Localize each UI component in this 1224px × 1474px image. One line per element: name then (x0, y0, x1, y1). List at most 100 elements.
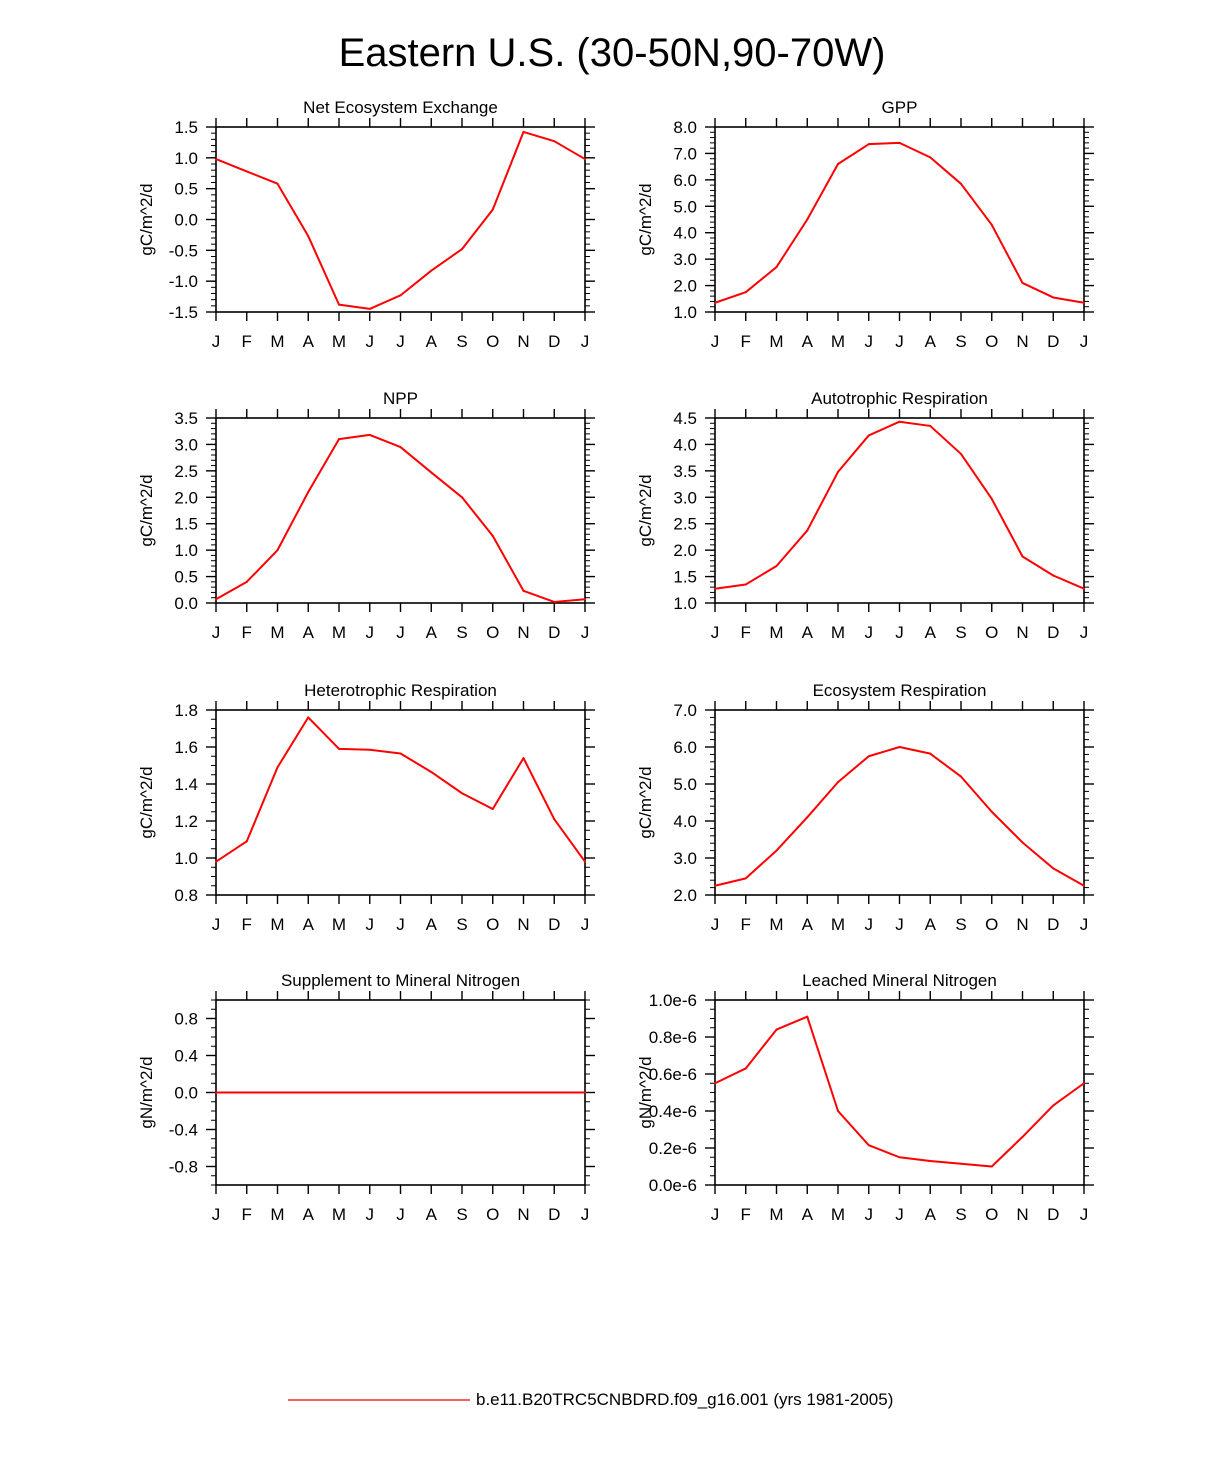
chart-3-x-tick-label: F (242, 623, 252, 642)
chart-6-data-point (775, 849, 778, 852)
chart-1-data-point (461, 248, 463, 251)
chart-7-data-point (491, 1091, 494, 1094)
chart-3-y-tick-label: 1.5 (174, 515, 198, 534)
chart-3-data-point (276, 549, 279, 552)
chart-6: Ecosystem Respiration gC/m^2/d 2.0 3.0 4.0 5.… (636, 681, 1094, 934)
chart-5-ylabel: gC/m^2/d (137, 766, 156, 838)
chart-8-ylabel: gN/m^2/d (636, 1056, 655, 1128)
chart-7-data-point (553, 1091, 556, 1094)
chart-6-y-tick-label: 4.0 (673, 812, 697, 831)
chart-1-ylabel: gC/m^2/d (137, 183, 156, 255)
chart-3-x-tick-label: D (548, 623, 560, 642)
chart-7-title: Supplement to Mineral Nitrogen (281, 971, 520, 990)
chart-6-y-tick-label: 7.0 (673, 701, 697, 720)
chart-6-data-point (1021, 841, 1024, 844)
chart-3-x-tick-label: J (581, 623, 590, 642)
chart-6-x-tick-label: J (865, 915, 874, 934)
chart-8-y-tick-label: 1.0e-6 (649, 991, 697, 1010)
chart-1-data-point (553, 140, 556, 143)
chart-2-frame (714, 126, 1085, 313)
chart-1-y-tick-label: 0.0 (174, 211, 198, 230)
chart-1-data-point (338, 303, 340, 306)
chart-8-x-tick-label: N (1016, 1205, 1028, 1224)
chart-4-x-tick-label: D (1047, 623, 1059, 642)
chart-2-y-tick-label: 4.0 (673, 224, 697, 243)
chart-5-frame (215, 709, 586, 896)
chart-7: Supplement to Mineral Nitrogen gN/m^2/d -0… (137, 971, 595, 1224)
page-title: Eastern U.S. (30-50N,90-70W) (339, 31, 886, 75)
chart-4-x-tick-label: M (831, 623, 845, 642)
chart-3-y-tick-label: 2.0 (174, 488, 198, 507)
chart-8-data-point (929, 1159, 932, 1162)
chart-4-y-tick-label: 2.0 (673, 541, 697, 560)
chart-6-data-point (714, 884, 716, 887)
chart-8-x-tick-label: A (802, 1205, 814, 1224)
chart-4-x-tick-label: O (985, 623, 998, 642)
chart-1-data-point (307, 235, 310, 238)
chart-7-data-point (461, 1091, 463, 1094)
chart-7-data-point (307, 1091, 310, 1094)
chart-4-x-tick-label: A (925, 623, 937, 642)
chart-2-y-tick-label: 5.0 (673, 197, 697, 216)
chart-7-data-point (522, 1091, 525, 1094)
chart-8-data-point (714, 1082, 716, 1085)
chart-4-frame (714, 417, 1085, 604)
chart-1-data-point (215, 158, 217, 161)
chart-4-x-tick-label: F (741, 623, 751, 642)
chart-2-ylabel: gC/m^2/d (636, 183, 655, 255)
chart-8-data-point (806, 1015, 809, 1018)
chart-3-data-point (338, 438, 340, 441)
chart-2-x-tick-label: J (1080, 332, 1089, 351)
chart-1-series-line-1 (215, 130, 586, 310)
chart-3-y-tick-label: 3.0 (174, 435, 198, 454)
chart-1-y-tick-label: 1.5 (174, 118, 198, 137)
chart-8-x-tick-label: J (865, 1205, 874, 1224)
chart-2-y-tick-label: 6.0 (673, 171, 697, 190)
chart-6-data-point (744, 877, 747, 880)
chart-1-y-tick-label: -1.5 (169, 303, 198, 322)
chart-4-x-tick-label: J (711, 623, 720, 642)
chart-5-x-tick-label: A (426, 915, 438, 934)
chart-7-data-point (215, 1091, 217, 1094)
chart-3-data-point (522, 589, 525, 592)
chart-7-x-tick-label: S (456, 1205, 467, 1224)
chart-4-ylabel: gC/m^2/d (636, 474, 655, 546)
chart-1-data-point (522, 130, 525, 133)
chart-7-x-tick-label: O (486, 1205, 499, 1224)
chart-8-data-point (898, 1156, 901, 1159)
chart-2-x-tick-label: F (741, 332, 751, 351)
chart-3-x-tick-label: A (303, 623, 315, 642)
chart-2-x-tick-label: A (802, 332, 814, 351)
chart-5-x-tick-label: D (548, 915, 560, 934)
chart-5-data-point (461, 792, 463, 795)
chart-5-data-point (491, 807, 494, 810)
chart-8: Leached Mineral Nitrogen gN/m^2/d 0.0e-6 0.… (636, 971, 1094, 1224)
chart-4-data-point (1021, 555, 1024, 558)
chart-4-data-point (960, 452, 962, 455)
chart-7-ylabel: gN/m^2/d (137, 1056, 156, 1128)
chart-7-y-tick-label: -0.4 (169, 1121, 198, 1140)
chart-5-data-point (430, 770, 433, 773)
legend: b.e11.B20TRC5CNBDRD.f09_g16.001 (yrs 198… (288, 1390, 893, 1409)
chart-8-y-tick-label: 0.2e-6 (649, 1139, 697, 1158)
chart-6-data-point (806, 816, 809, 819)
chart-6-x-tick-label: S (955, 915, 966, 934)
chart-5-x-tick-label: N (517, 915, 529, 934)
chart-1-frame (215, 126, 586, 313)
chart-2-y-tick-label: 7.0 (673, 144, 697, 163)
chart-4-data-point (775, 565, 778, 567)
chart-2-y-tick-label: 1.0 (673, 303, 697, 322)
chart-2-data-point (775, 266, 778, 269)
chart-6-x-tick-label: N (1016, 915, 1028, 934)
chart-2-x-tick-label: D (1047, 332, 1059, 351)
chart-3-x-tick-label: J (212, 623, 221, 642)
chart-5: Heterotrophic Respiration gC/m^2/d 0.8 1.0 1… (137, 681, 595, 934)
chart-4: Autotrophic Respiration gC/m^2/d 1.0 1.5 2.0… (636, 389, 1094, 642)
chart-3-series-line-1 (215, 433, 586, 603)
chart-6-frame (714, 709, 1085, 896)
chart-7-data-point (245, 1091, 248, 1094)
chart-3-x-tick-label: J (396, 623, 405, 642)
chart-7-x-tick-label: A (426, 1205, 438, 1224)
